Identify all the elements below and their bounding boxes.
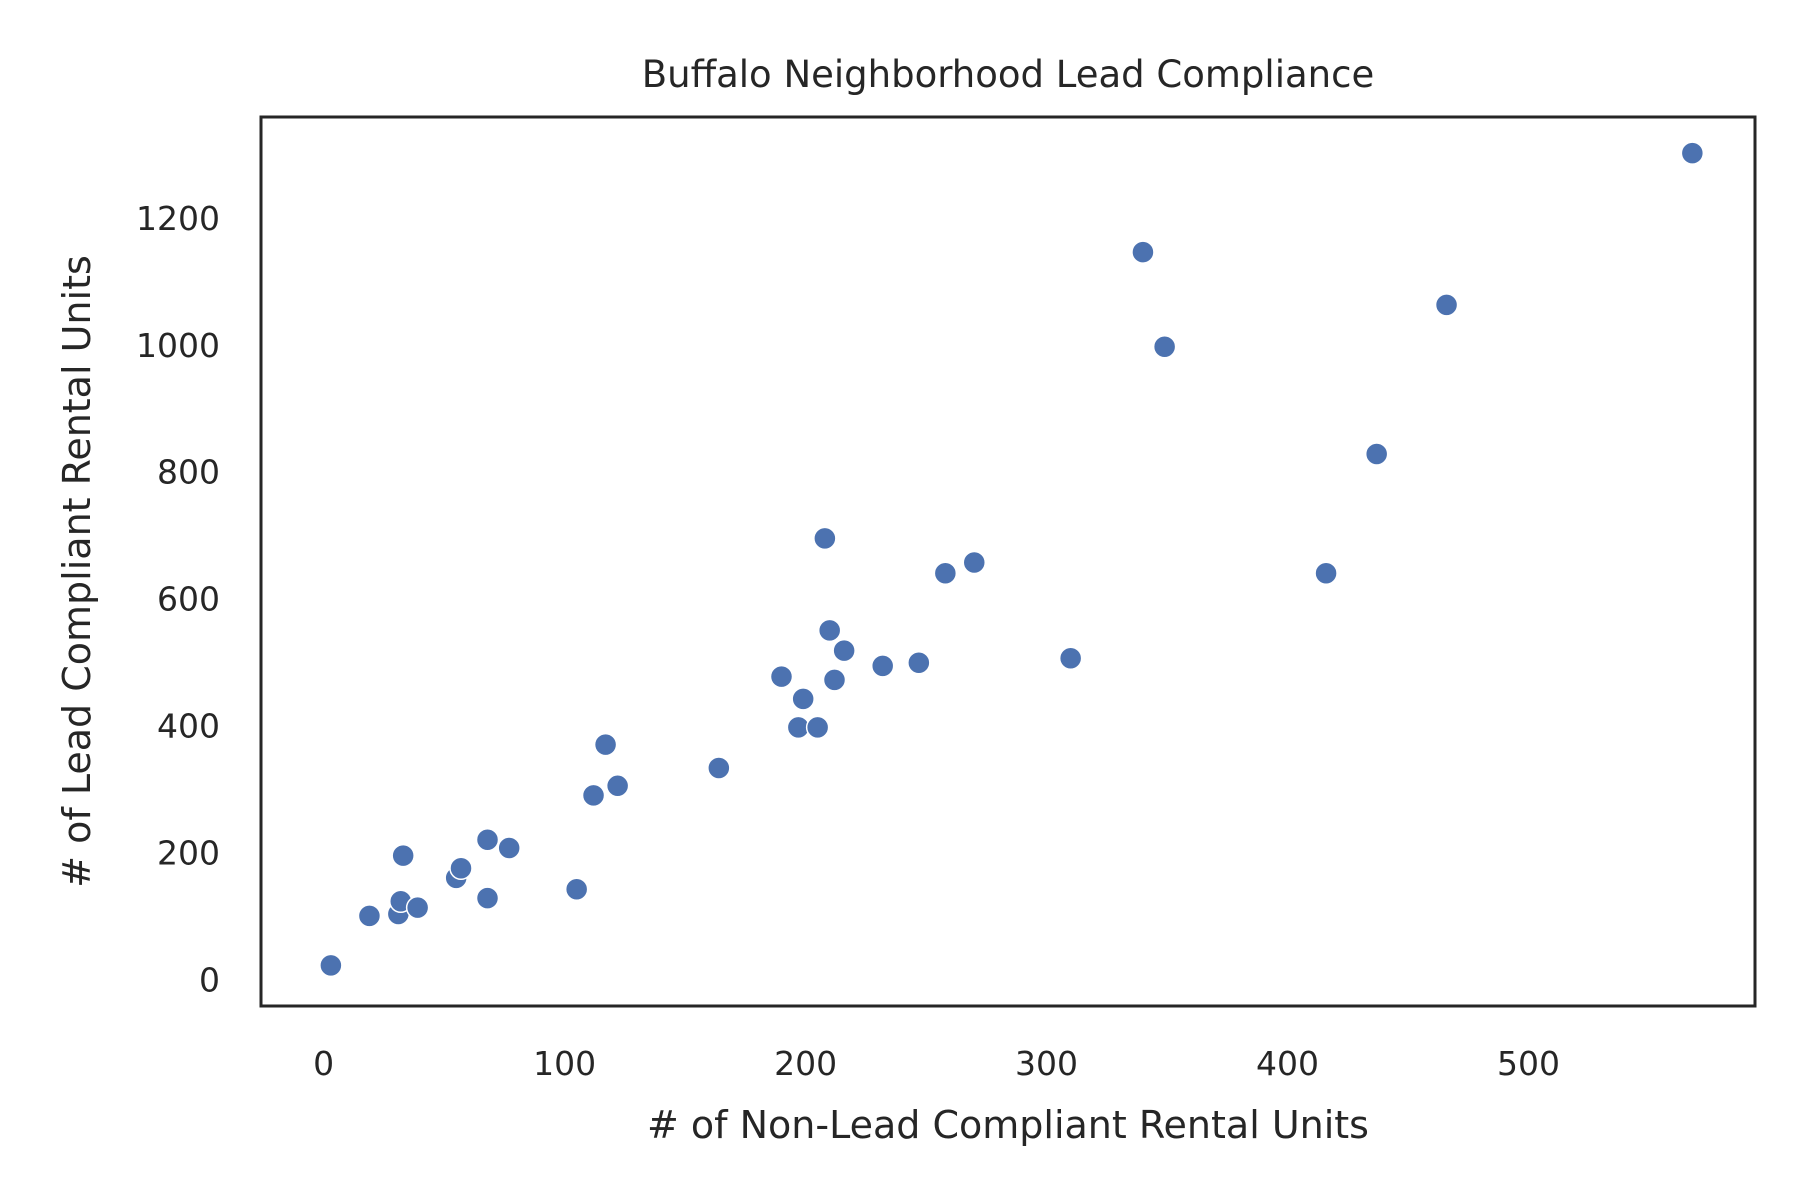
x-tick-label: 300 bbox=[1015, 1044, 1078, 1083]
x-tick-label: 500 bbox=[1497, 1044, 1560, 1083]
y-axis-ticks: 0 200 400 600 800 1000 1200 bbox=[136, 199, 220, 999]
x-tick-label: 400 bbox=[1256, 1044, 1319, 1083]
scatter-point bbox=[357, 904, 382, 928]
x-tick-label: 0 bbox=[313, 1044, 334, 1083]
scatter-point bbox=[1434, 293, 1459, 317]
y-axis-title: # of Lead Compliant Rental Units bbox=[55, 255, 99, 888]
x-tick-label: 100 bbox=[533, 1044, 596, 1083]
scatter-point bbox=[832, 638, 856, 663]
scatter-point bbox=[1680, 141, 1705, 165]
scatter-point bbox=[605, 774, 630, 798]
scatter-point bbox=[391, 843, 415, 868]
scatter-point bbox=[805, 715, 830, 740]
scatter-point bbox=[497, 836, 521, 860]
scatter-point bbox=[475, 827, 500, 852]
x-axis-ticks: 0 100 200 300 400 500 bbox=[313, 1044, 1560, 1083]
scatter-point bbox=[870, 654, 895, 678]
scatter-point bbox=[1364, 442, 1389, 466]
scatter-point bbox=[593, 732, 618, 757]
scatter-points bbox=[319, 141, 1705, 978]
scatter-point bbox=[449, 856, 473, 881]
scatter-point bbox=[769, 664, 794, 689]
scatter-point bbox=[813, 526, 837, 551]
scatter-point bbox=[1314, 561, 1338, 585]
scatter-point bbox=[933, 561, 958, 585]
scatter-point bbox=[907, 650, 931, 675]
scatter-point bbox=[707, 756, 731, 780]
y-tick-label: 400 bbox=[157, 707, 220, 746]
y-tick-label: 1200 bbox=[136, 199, 220, 238]
y-tick-label: 200 bbox=[157, 833, 220, 872]
x-axis-title: # of Non-Lead Compliant Rental Units bbox=[647, 1103, 1369, 1147]
scatter-point bbox=[1131, 240, 1155, 264]
scatter-point bbox=[962, 550, 987, 575]
scatter-point bbox=[1058, 646, 1083, 671]
scatter-point bbox=[1152, 334, 1177, 359]
scatter-point bbox=[405, 895, 430, 920]
scatter-point bbox=[817, 618, 842, 643]
chart-title: Buffalo Neighborhood Lead Compliance bbox=[642, 53, 1374, 96]
scatter-point bbox=[319, 953, 343, 978]
scatter-point bbox=[475, 886, 500, 910]
x-tick-label: 200 bbox=[774, 1044, 837, 1083]
scatter-point bbox=[581, 783, 606, 808]
y-tick-label: 800 bbox=[157, 453, 220, 492]
y-tick-label: 1000 bbox=[136, 326, 220, 365]
plot-area-frame bbox=[259, 115, 1757, 1008]
y-tick-label: 0 bbox=[199, 960, 220, 999]
y-tick-label: 600 bbox=[157, 580, 220, 619]
scatter-point bbox=[822, 668, 847, 692]
scatter-point bbox=[564, 877, 589, 901]
scatter-point bbox=[791, 687, 815, 711]
